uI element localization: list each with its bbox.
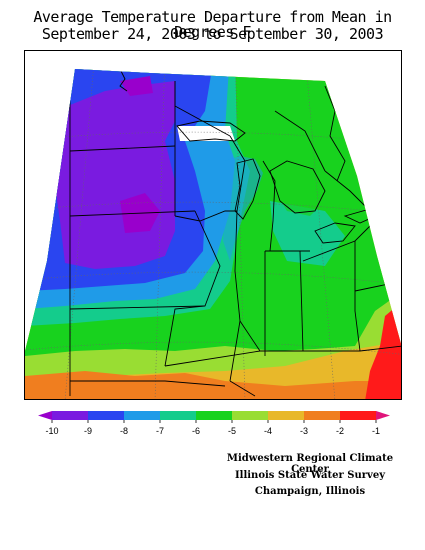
legend-swatch xyxy=(340,411,377,420)
color-legend: -10 -9 -8 -7 -6 -5 -4 -3 -2 -1 xyxy=(38,411,390,441)
credit-line-1: Midwestern Regional Climate Center xyxy=(226,453,394,475)
legend-label: -6 xyxy=(192,426,200,436)
legend-swatch xyxy=(376,411,390,420)
legend-label: -5 xyxy=(228,426,236,436)
legend-swatch xyxy=(304,411,341,420)
credit-line-3: Champaign, Illinois xyxy=(254,486,366,497)
credit-line-2: Illinois State Water Survey xyxy=(234,470,386,481)
legend-swatch xyxy=(160,411,197,420)
legend-swatch xyxy=(196,411,233,420)
legend-swatch xyxy=(124,411,161,420)
legend-label: -3 xyxy=(300,426,308,436)
legend-label: -1 xyxy=(372,426,380,436)
legend-swatch xyxy=(88,411,125,420)
legend-label: -10 xyxy=(45,426,58,436)
legend-label: -2 xyxy=(336,426,344,436)
legend-swatch xyxy=(232,411,269,420)
legend-label: -4 xyxy=(264,426,272,436)
legend-label: -7 xyxy=(156,426,164,436)
legend-label: -9 xyxy=(84,426,92,436)
legend-swatch xyxy=(268,411,305,420)
map-date-range: September 24, 2003 to September 30, 2003 xyxy=(41,25,384,43)
legend-swatch xyxy=(52,411,89,420)
temperature-departure-map xyxy=(24,50,402,400)
map-title: Average Temperature Departure from Mean … xyxy=(33,8,392,41)
legend-swatch xyxy=(38,411,52,420)
legend-label: -8 xyxy=(120,426,128,436)
